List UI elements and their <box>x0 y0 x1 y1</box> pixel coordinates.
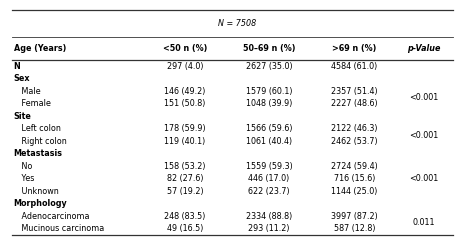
Text: 1579 (60.1): 1579 (60.1) <box>246 87 292 96</box>
Text: 293 (11.2): 293 (11.2) <box>248 224 290 234</box>
Text: 1061 (40.4): 1061 (40.4) <box>246 137 292 146</box>
Text: 49 (16.5): 49 (16.5) <box>167 224 203 234</box>
Text: <0.001: <0.001 <box>410 174 439 183</box>
Text: 2227 (48.6): 2227 (48.6) <box>331 99 378 108</box>
Text: 716 (15.6): 716 (15.6) <box>334 174 375 183</box>
Text: 1048 (39.9): 1048 (39.9) <box>246 99 292 108</box>
Text: 57 (19.2): 57 (19.2) <box>166 187 203 196</box>
Text: 158 (53.2): 158 (53.2) <box>164 162 206 171</box>
Text: >69 n (%): >69 n (%) <box>332 44 376 53</box>
Text: Yes: Yes <box>14 174 34 183</box>
Text: N: N <box>14 62 20 71</box>
Text: 622 (23.7): 622 (23.7) <box>248 187 290 196</box>
Text: 248 (83.5): 248 (83.5) <box>164 212 206 221</box>
Text: Morphology: Morphology <box>14 199 67 208</box>
Text: Mucinous carcinoma: Mucinous carcinoma <box>14 224 104 234</box>
Text: 2462 (53.7): 2462 (53.7) <box>331 137 378 146</box>
Text: 178 (59.9): 178 (59.9) <box>164 124 206 133</box>
Text: Left colon: Left colon <box>14 124 61 133</box>
Text: No: No <box>14 162 32 171</box>
Text: 2724 (59.4): 2724 (59.4) <box>331 162 378 171</box>
Text: 50–69 n (%): 50–69 n (%) <box>243 44 295 53</box>
Text: 297 (4.0): 297 (4.0) <box>166 62 203 71</box>
Text: Right colon: Right colon <box>14 137 66 146</box>
Text: 587 (12.8): 587 (12.8) <box>334 224 375 234</box>
Text: 3997 (87.2): 3997 (87.2) <box>331 212 378 221</box>
Text: <0.001: <0.001 <box>410 93 439 102</box>
Text: 82 (27.6): 82 (27.6) <box>166 174 203 183</box>
Text: 446 (17.0): 446 (17.0) <box>248 174 290 183</box>
Text: 119 (40.1): 119 (40.1) <box>164 137 206 146</box>
Text: 1559 (59.3): 1559 (59.3) <box>246 162 292 171</box>
Text: Metastasis: Metastasis <box>14 149 63 158</box>
Text: Female: Female <box>14 99 51 108</box>
Text: Male: Male <box>14 87 40 96</box>
Text: 1144 (25.0): 1144 (25.0) <box>331 187 377 196</box>
Text: 4584 (61.0): 4584 (61.0) <box>331 62 377 71</box>
Text: 0.011: 0.011 <box>413 218 436 227</box>
Text: Site: Site <box>14 112 32 121</box>
Text: N = 7508: N = 7508 <box>218 19 256 28</box>
Text: Unknown: Unknown <box>14 187 58 196</box>
Text: 2334 (88.8): 2334 (88.8) <box>246 212 292 221</box>
Text: 2627 (35.0): 2627 (35.0) <box>246 62 292 71</box>
Text: 151 (50.8): 151 (50.8) <box>164 99 206 108</box>
Text: Adenocarcinoma: Adenocarcinoma <box>14 212 89 221</box>
Text: 146 (49.2): 146 (49.2) <box>164 87 206 96</box>
Text: <50 n (%): <50 n (%) <box>163 44 207 53</box>
Text: p-Value: p-Value <box>408 44 441 53</box>
Text: 2122 (46.3): 2122 (46.3) <box>331 124 378 133</box>
Text: Sex: Sex <box>14 74 30 83</box>
Text: <0.001: <0.001 <box>410 131 439 140</box>
Text: Age (Years): Age (Years) <box>14 44 66 53</box>
Text: 2357 (51.4): 2357 (51.4) <box>331 87 378 96</box>
Text: 1566 (59.6): 1566 (59.6) <box>246 124 292 133</box>
